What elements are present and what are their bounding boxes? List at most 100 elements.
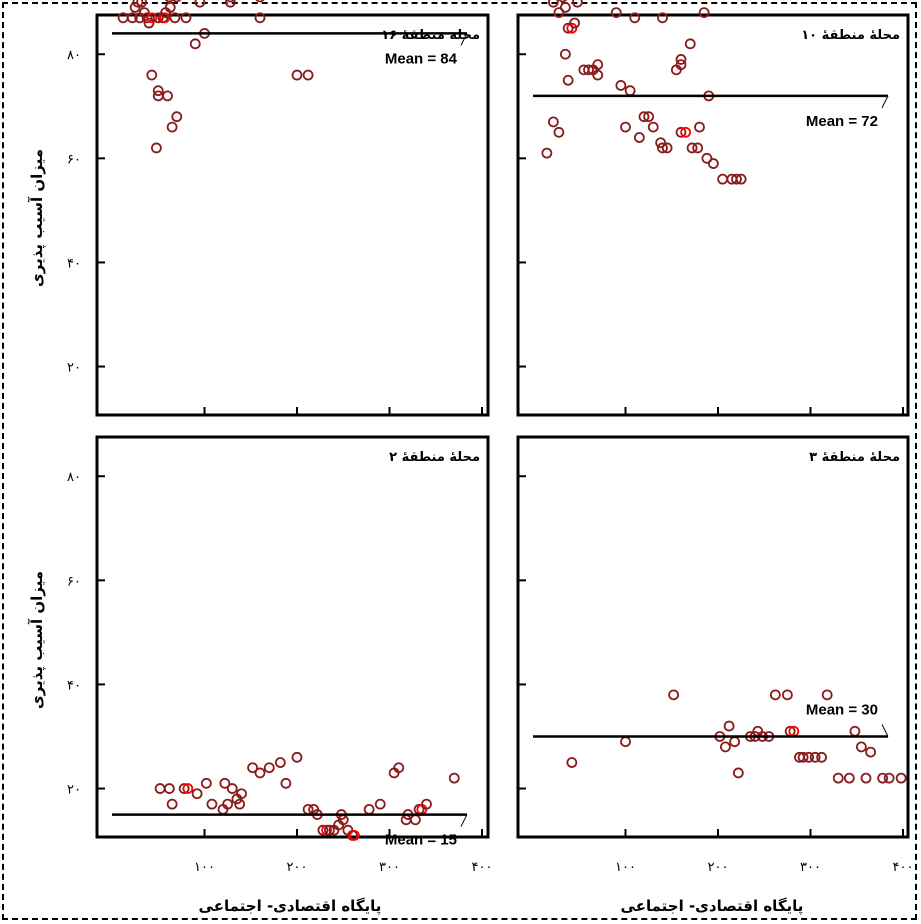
mean-leader: [460, 33, 468, 46]
data-point: [675, 59, 687, 71]
data-point: [234, 798, 246, 810]
data-point: [323, 824, 335, 836]
data-point: [809, 751, 821, 763]
y-tick-label: ۲۰: [67, 361, 81, 376]
data-point: [735, 173, 747, 185]
data-point: [895, 772, 907, 784]
data-point: [166, 798, 178, 810]
data-point: [559, 48, 571, 60]
mean-label: Mean = 15: [385, 832, 457, 849]
data-point: [172, 0, 182, 3]
panel-border: [95, 13, 490, 417]
y-tick-label: ۲۰: [67, 783, 81, 798]
data-point: [191, 788, 203, 800]
x-tick-label: ۱۰۰: [615, 860, 636, 875]
panels-layer: محله منطقهٔ ۱۶ ۲۰ ۴۰ ۶۰ ۸۰ Mean = 84 محلهٔ منط…: [67, 0, 913, 875]
mean-leader: [460, 814, 468, 827]
panel-title: محله منطقهٔ ۱۶: [381, 28, 480, 43]
y-axis-title-bottom: میزان آسیب پذیری: [28, 571, 47, 709]
y-tick-label: ۴۰: [67, 256, 81, 271]
data-point: [302, 69, 314, 81]
data-point: [657, 142, 668, 154]
data-point: [162, 90, 173, 102]
panel-title: محلهٔ منطقهٔ ۱۰: [801, 28, 900, 43]
data-point: [566, 757, 578, 768]
x-axis-title-right: پایگاه اقتصادی- اجتماعی: [621, 897, 804, 916]
data-point: [723, 720, 735, 732]
x-axis-title-left: پایگاه اقتصادی- اجتماعی: [199, 897, 382, 916]
data-point: [132, 0, 144, 8]
panel-border: [516, 13, 910, 417]
data-point: [159, 12, 171, 24]
data-point: [731, 173, 742, 185]
data-point: [732, 767, 744, 779]
mean-leader: [881, 95, 889, 109]
data-point: [701, 152, 713, 164]
data-point: [620, 121, 631, 133]
data-point: [163, 783, 175, 794]
x-tick-label: ۲۰۰: [287, 860, 308, 875]
x-tick-label: ۴۰۰: [893, 860, 914, 875]
data-point: [661, 142, 673, 154]
y-tick-label: ۸۰: [67, 470, 81, 485]
data-point: [562, 74, 574, 86]
data-point: [707, 158, 719, 169]
data-point: [541, 147, 553, 159]
data-point: [769, 689, 781, 701]
data-point: [572, 0, 583, 8]
data-point: [421, 798, 432, 810]
mean-label: Mean = 72: [806, 113, 878, 130]
x-tick-label: ۲۰۰: [708, 860, 729, 875]
data-point: [592, 69, 604, 81]
data-point: [558, 0, 568, 3]
data-point: [583, 64, 594, 76]
data-point: [643, 111, 655, 123]
data-point: [225, 0, 236, 8]
data-point: [680, 126, 692, 138]
data-point: [206, 798, 218, 810]
mean-label: Mean = 84: [385, 50, 458, 67]
data-point: [562, 22, 574, 34]
panel-z16: محله منطقهٔ ۱۶ ۲۰ ۴۰ ۶۰ ۸۰ Mean = 84: [67, 0, 490, 417]
data-point: [189, 38, 201, 50]
data-point: [855, 741, 867, 753]
data-point: [865, 746, 877, 758]
data-point: [182, 783, 194, 794]
data-point: [566, 22, 578, 34]
data-point: [141, 12, 153, 24]
mean-label: Mean = 30: [806, 701, 878, 718]
y-tick-label: ۴۰: [67, 678, 81, 693]
data-point: [169, 12, 181, 24]
panel-z10: محلهٔ منطقهٔ ۱۰ Mean = 72: [516, 0, 910, 417]
data-point: [126, 12, 138, 24]
mean-leader: [881, 724, 889, 737]
data-point: [236, 788, 247, 800]
data-point: [629, 12, 641, 24]
x-tick-label: ۳۰۰: [379, 860, 400, 875]
data-point: [655, 137, 667, 149]
data-point: [843, 772, 855, 784]
data-point: [247, 762, 259, 774]
data-point: [263, 762, 275, 774]
data-point: [164, 1, 176, 13]
data-point: [698, 7, 710, 18]
data-point: [684, 38, 696, 50]
data-point: [821, 689, 833, 701]
data-point: [675, 126, 687, 138]
data-point: [280, 777, 292, 789]
data-point: [317, 824, 329, 836]
data-point: [143, 17, 155, 29]
panel-z2: محلهٔ منطقهٔ ۲ ۲۰ ۴۰ ۶۰ ۸۰ ۱۰۰ ۲۰۰ ۳۰۰ ۴۰۰ Mean =…: [67, 435, 492, 875]
axis-titles-layer: میزان آسیب پذیری میزان آسیب پذیری پایگاه…: [28, 149, 803, 916]
data-point: [180, 12, 192, 24]
data-point: [668, 689, 679, 701]
data-point: [291, 69, 303, 81]
panel-border: [95, 435, 490, 839]
data-point: [694, 121, 705, 133]
data-point: [553, 7, 565, 18]
data-point: [219, 777, 231, 789]
data-point: [686, 142, 698, 154]
data-point: [136, 0, 147, 8]
